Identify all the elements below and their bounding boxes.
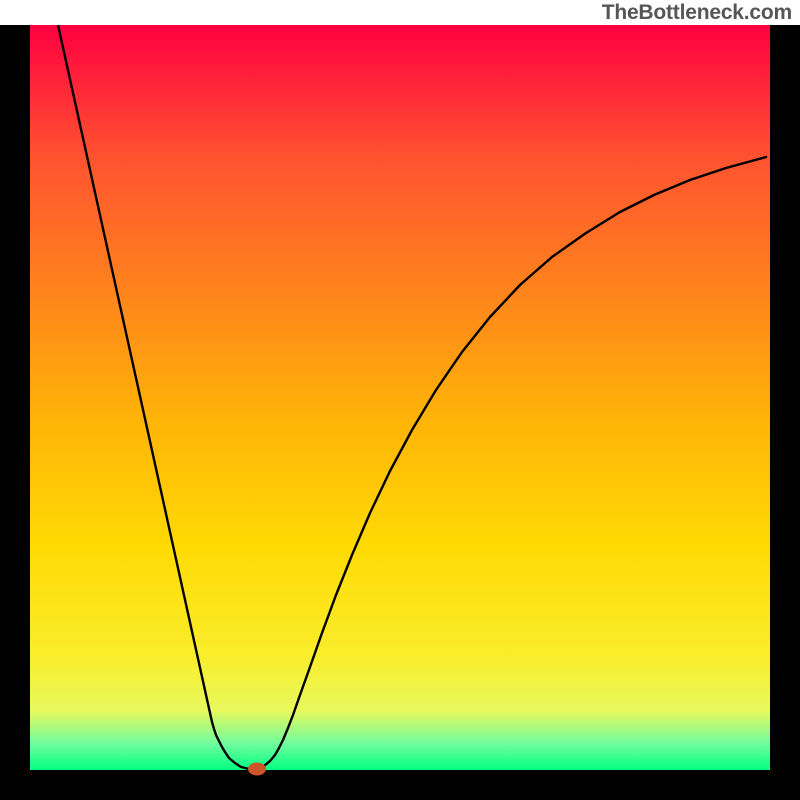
chart-svg — [0, 25, 800, 800]
header-bar: TheBottleneck.com — [0, 0, 800, 25]
watermark-text: TheBottleneck.com — [602, 1, 792, 25]
optimal-point-marker — [248, 763, 266, 776]
plot-area — [0, 25, 800, 800]
